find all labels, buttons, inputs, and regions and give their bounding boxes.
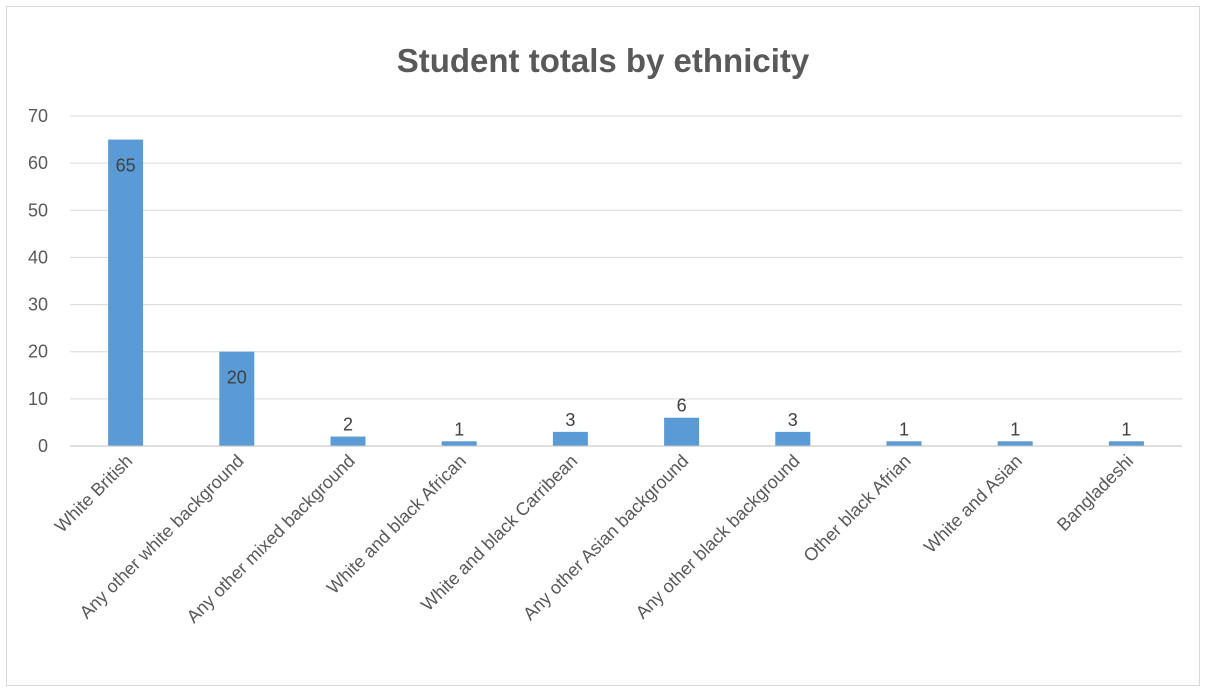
bar: [552, 431, 588, 446]
category-label: Bangladeshi: [1053, 451, 1137, 535]
category-label: White and Asian: [920, 451, 1026, 557]
bar: [330, 436, 366, 446]
y-tick-label: 70: [28, 106, 48, 126]
y-tick-label: 10: [28, 389, 48, 409]
y-tick-label: 50: [28, 200, 48, 220]
bar: [1108, 441, 1144, 446]
data-label: 3: [788, 410, 798, 430]
bar: [997, 441, 1033, 446]
y-tick-label: 60: [28, 153, 48, 173]
bar: [441, 441, 477, 446]
data-label: 1: [1121, 419, 1131, 439]
bar: [108, 139, 144, 447]
data-label: 3: [565, 410, 575, 430]
data-label: 1: [899, 419, 909, 439]
data-label: 6: [677, 396, 687, 416]
y-tick-label: 40: [28, 247, 48, 267]
data-label: 2: [343, 415, 353, 435]
y-tick-label: 0: [38, 436, 48, 456]
chart-frame: [6, 6, 1200, 686]
category-label: Other black Afrian: [800, 451, 915, 566]
data-label: 20: [227, 368, 247, 388]
gridlines: [70, 115, 1182, 400]
bar: [775, 431, 811, 446]
bar: [219, 351, 255, 446]
bar: [886, 441, 922, 446]
data-label: 65: [116, 156, 136, 176]
data-labels: 65 20 2 1 3 6 3 1 1 1: [116, 156, 1132, 440]
bars: [108, 139, 1144, 447]
chart-title: Student totals by ethnicity: [397, 42, 810, 79]
bar: [664, 417, 700, 446]
y-tick-label: 20: [28, 342, 48, 362]
y-axis-ticks: 0 10 20 30 40 50 60 70: [28, 106, 48, 456]
data-label: 1: [454, 419, 464, 439]
category-label: White British: [51, 451, 137, 537]
data-label: 1: [1010, 419, 1020, 439]
y-tick-label: 30: [28, 295, 48, 315]
